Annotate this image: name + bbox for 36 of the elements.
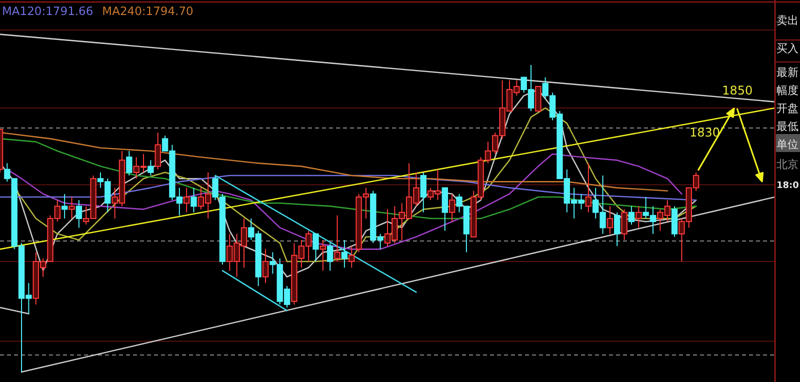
text: 北京 bbox=[776, 158, 798, 171]
candlestick bbox=[448, 193, 456, 222]
candlestick bbox=[183, 187, 190, 213]
text: 幅度 bbox=[776, 84, 798, 97]
text: 最低 bbox=[776, 120, 798, 133]
text: MA120:1791.66 bbox=[2, 4, 94, 18]
text: 买入 bbox=[776, 42, 798, 55]
text: 单位 bbox=[776, 138, 798, 151]
text: 18:0 bbox=[776, 181, 799, 191]
candlestick bbox=[585, 162, 592, 213]
candlestick bbox=[420, 172, 426, 213]
candlestick bbox=[190, 187, 197, 213]
candlestick bbox=[341, 239, 348, 268]
candlestick bbox=[614, 212, 620, 247]
candlestick bbox=[262, 248, 269, 284]
candlestick bbox=[154, 132, 161, 170]
text: 开盘 bbox=[776, 102, 798, 115]
annotation: 1850 bbox=[722, 83, 753, 98]
candlestick bbox=[348, 246, 355, 268]
candlestick bbox=[326, 242, 334, 272]
text: 卖出 bbox=[776, 14, 798, 27]
candlestick bbox=[628, 206, 635, 226]
candlestick bbox=[76, 200, 82, 228]
annotation: 1830 bbox=[690, 125, 720, 140]
candlestick bbox=[126, 150, 132, 176]
text: 最新 bbox=[776, 66, 798, 79]
candlestick bbox=[312, 233, 319, 262]
candlestick bbox=[621, 208, 628, 240]
candlestick bbox=[606, 206, 614, 234]
candlestick bbox=[636, 206, 642, 228]
candlestick bbox=[68, 196, 75, 219]
text: MA240:1794.70 bbox=[102, 4, 194, 18]
candlestick bbox=[320, 239, 326, 272]
candlestick bbox=[334, 214, 340, 262]
candlestick bbox=[148, 160, 154, 176]
candlestick bbox=[61, 193, 68, 219]
